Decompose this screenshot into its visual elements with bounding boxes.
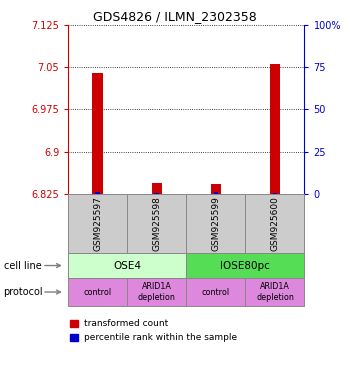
Text: transformed count: transformed count — [84, 319, 168, 328]
Text: GSM925599: GSM925599 — [211, 196, 220, 251]
Bar — [214, 192, 218, 194]
Bar — [211, 184, 221, 194]
Text: GSM925597: GSM925597 — [93, 196, 102, 251]
Bar — [96, 192, 100, 194]
Bar — [154, 193, 159, 194]
Bar — [273, 193, 277, 194]
Text: OSE4: OSE4 — [113, 260, 141, 271]
Bar — [270, 65, 280, 194]
Text: control: control — [202, 288, 230, 296]
Text: GSM925600: GSM925600 — [271, 196, 279, 251]
Text: GDS4826 / ILMN_2302358: GDS4826 / ILMN_2302358 — [93, 10, 257, 23]
Text: protocol: protocol — [4, 287, 43, 297]
Bar — [92, 73, 103, 194]
Text: percentile rank within the sample: percentile rank within the sample — [84, 333, 237, 342]
Text: GSM925598: GSM925598 — [152, 196, 161, 251]
Bar — [152, 183, 162, 194]
Text: IOSE80pc: IOSE80pc — [220, 260, 270, 271]
Text: control: control — [84, 288, 112, 296]
Text: ARID1A
depletion: ARID1A depletion — [256, 282, 294, 302]
Text: ARID1A
depletion: ARID1A depletion — [138, 282, 176, 302]
Text: cell line: cell line — [4, 260, 41, 271]
